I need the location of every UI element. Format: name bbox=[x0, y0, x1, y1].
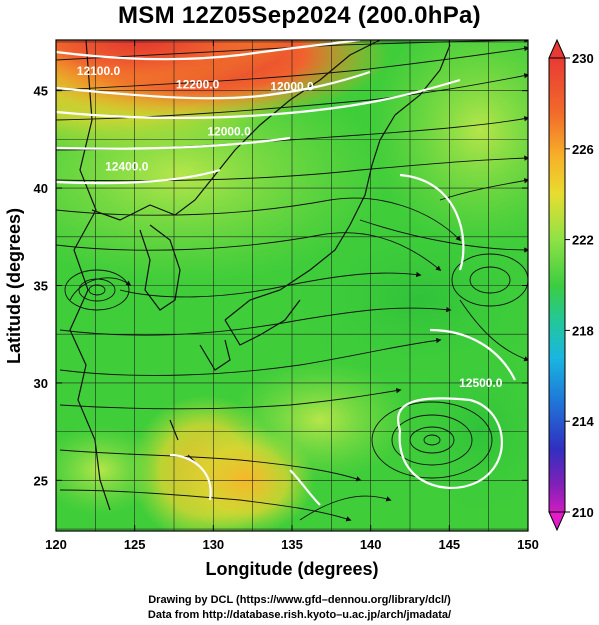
colorbar-max-arrow bbox=[548, 38, 566, 59]
x-tick-label: 130 bbox=[202, 537, 224, 552]
contour-label: 12000.0 bbox=[207, 124, 251, 138]
x-axis-label: Longitude (degrees) bbox=[205, 559, 378, 579]
height-contours bbox=[56, 40, 516, 506]
y-tick-label: 40 bbox=[34, 181, 48, 196]
streamlines bbox=[56, 40, 528, 522]
contour-label: 12500.0 bbox=[459, 376, 503, 390]
x-tick-label: 150 bbox=[517, 537, 539, 552]
y-tick-label: 35 bbox=[34, 279, 48, 294]
contour-label: 12400.0 bbox=[105, 160, 149, 174]
coastlines bbox=[69, 40, 451, 511]
colorbar-min-arrow bbox=[548, 511, 566, 532]
contour-labels: 12100.0 12200.0 12000.0 12000.0 12400.0 12500… bbox=[77, 64, 503, 390]
y-tick-label: 25 bbox=[34, 473, 48, 488]
contour-label: 12100.0 bbox=[77, 64, 121, 78]
y-axis-label: Latitude (degrees) bbox=[4, 208, 24, 364]
colorbar: 230 226 222 218 214 210 bbox=[548, 38, 594, 532]
y-tick-label: 45 bbox=[34, 84, 48, 99]
x-tick-label: 120 bbox=[45, 537, 67, 552]
colorbar-tick-label: 230 bbox=[572, 51, 594, 66]
colorbar-tick-label: 214 bbox=[572, 414, 594, 429]
y-axis-ticks: 25 30 35 40 45 bbox=[34, 84, 528, 488]
colorbar-tick-label: 210 bbox=[572, 505, 594, 520]
y-tick-label: 30 bbox=[34, 376, 48, 391]
colorbar-tick-label: 222 bbox=[572, 233, 594, 248]
colorbar-tick-label: 218 bbox=[572, 323, 594, 338]
map-title: MSM 12Z05Sep2024 (200.0hPa) bbox=[118, 2, 481, 29]
x-tick-label: 125 bbox=[124, 537, 146, 552]
contour-label: 12000.0 bbox=[270, 80, 314, 94]
x-tick-label: 140 bbox=[360, 537, 382, 552]
credit-data: Data from http://database.rish.kyoto–u.a… bbox=[147, 609, 452, 621]
contour-label: 12200.0 bbox=[176, 78, 220, 92]
x-tick-label: 135 bbox=[281, 537, 303, 552]
credit-drawing: Drawing by DCL (https://www.gfd–dennou.o… bbox=[148, 594, 451, 606]
x-axis-ticks: 120 125 130 135 140 145 150 bbox=[45, 40, 539, 552]
x-tick-label: 145 bbox=[438, 537, 460, 552]
colorbar-tick-label: 226 bbox=[572, 142, 594, 157]
